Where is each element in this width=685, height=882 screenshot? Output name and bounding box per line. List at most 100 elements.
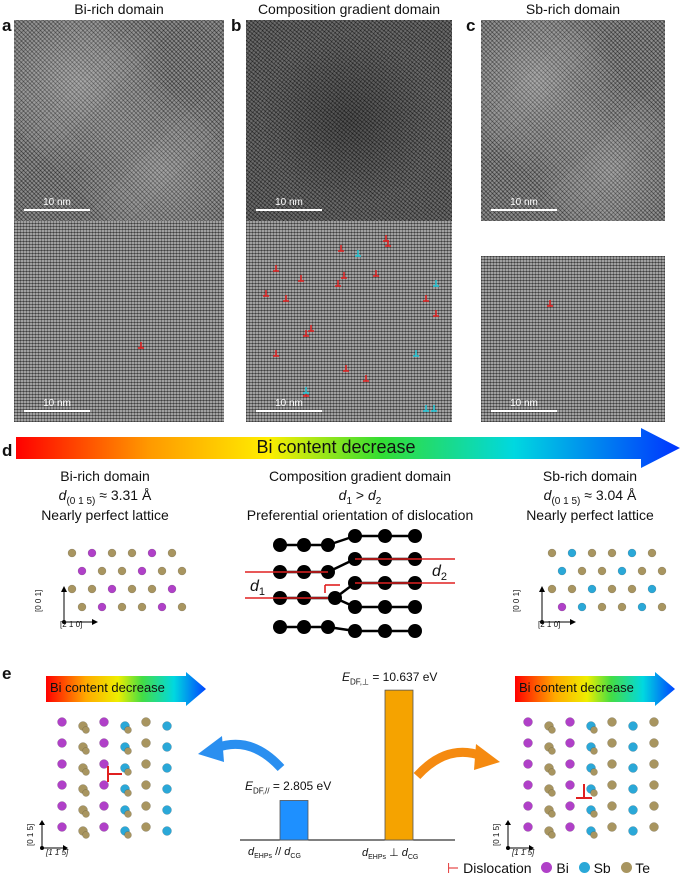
atom — [162, 805, 172, 815]
bar-label-parallel: EDF,// = 2.805 eV — [245, 779, 332, 796]
atom — [117, 602, 127, 612]
bar-0 — [279, 800, 309, 841]
legend: ⊢ Dislocation Bi Sb Te — [447, 860, 650, 877]
atom — [124, 747, 132, 755]
atom — [99, 759, 109, 769]
d-middle-title: Composition gradient domain — [268, 468, 452, 484]
atom — [547, 548, 557, 558]
dislocation-marker — [413, 350, 419, 357]
x-label-perpendicular: dEHPs ⊥ dCG — [362, 847, 419, 862]
d-right-spacing: d(0 1 5) ≈ 3.04 Å — [543, 487, 637, 507]
atom — [378, 600, 392, 614]
atom — [649, 717, 659, 727]
scale-bar: 10 nm — [24, 398, 90, 412]
dislocation-marker — [303, 387, 309, 394]
atom — [57, 717, 67, 727]
panel-c-ifft-image: 10 nm — [481, 256, 665, 422]
atom — [649, 780, 659, 790]
dislocation-marker — [338, 245, 344, 252]
atom — [57, 738, 67, 748]
dislocation-marker — [423, 405, 429, 412]
d1-label: d1 — [250, 578, 266, 599]
e-left-gradient-arrow — [46, 672, 206, 706]
atom — [657, 602, 667, 612]
atom — [162, 742, 172, 752]
atom — [649, 738, 659, 748]
legend-te: Te — [635, 860, 651, 876]
panel-c-title: Sb-rich domain — [525, 1, 621, 17]
d-right-title: Sb-rich domain — [542, 468, 638, 484]
atom — [141, 759, 151, 769]
atom — [637, 566, 647, 576]
atom — [141, 801, 151, 811]
atom — [378, 624, 392, 638]
atom — [649, 759, 659, 769]
atom — [565, 759, 575, 769]
bi-content-gradient-arrow — [16, 428, 680, 468]
atom — [107, 584, 117, 594]
atom — [127, 548, 137, 558]
atom — [124, 831, 132, 839]
sb-atom-icon — [578, 862, 590, 873]
dislocation-marker — [283, 295, 289, 302]
atom — [523, 822, 533, 832]
panel-a-label: a — [2, 16, 12, 35]
atom — [99, 801, 109, 811]
atom — [523, 759, 533, 769]
atom — [82, 831, 90, 839]
atom — [67, 548, 77, 558]
atom — [124, 768, 132, 776]
dislocation-marker — [433, 280, 439, 287]
atom — [617, 566, 627, 576]
atom — [141, 780, 151, 790]
atom — [408, 529, 422, 543]
atom — [167, 584, 177, 594]
atom — [157, 602, 167, 612]
atom — [124, 726, 132, 734]
atom — [607, 738, 617, 748]
atom — [82, 768, 90, 776]
e-left-axes — [39, 820, 68, 851]
atom — [548, 789, 556, 797]
atom — [628, 763, 638, 773]
atom — [565, 822, 575, 832]
d-left-spacing: d(0 1 5) ≈ 3.31 Å — [58, 487, 152, 507]
atom — [647, 548, 657, 558]
dislocation-marker — [335, 280, 341, 287]
atom — [628, 742, 638, 752]
atom — [321, 620, 335, 634]
atom — [523, 780, 533, 790]
atom — [590, 831, 598, 839]
dislocation-marker — [423, 295, 429, 302]
atom — [565, 780, 575, 790]
e-left-arrow-text: Bi content decrease — [50, 680, 165, 695]
atom — [523, 801, 533, 811]
atom — [607, 717, 617, 727]
atom — [99, 717, 109, 727]
atom — [647, 584, 657, 594]
atom — [87, 584, 97, 594]
atom — [127, 584, 137, 594]
panel-c-hrtem-image: 10 nm — [481, 20, 665, 221]
atom — [567, 584, 577, 594]
atom — [57, 759, 67, 769]
atom — [297, 538, 311, 552]
scale-bar: 10 nm — [256, 197, 322, 211]
atom — [649, 822, 659, 832]
panel-e-label: e — [2, 664, 12, 683]
atom — [607, 548, 617, 558]
atom — [297, 620, 311, 634]
atom — [617, 602, 627, 612]
atom — [548, 768, 556, 776]
atom — [162, 784, 172, 794]
panel-a-hrtem-image: 10 nm — [14, 20, 224, 221]
atom — [162, 826, 172, 836]
atom — [565, 738, 575, 748]
dislocation-marker — [576, 784, 592, 799]
atom — [590, 726, 598, 734]
panel-b-ifft-image: 10 nm — [246, 221, 452, 422]
atom — [162, 721, 172, 731]
bi-content-arrow-text: Bi content decrease — [256, 437, 416, 457]
atom — [137, 566, 147, 576]
e-right-axis-h: [1 1̄ 5̄] — [512, 848, 535, 857]
